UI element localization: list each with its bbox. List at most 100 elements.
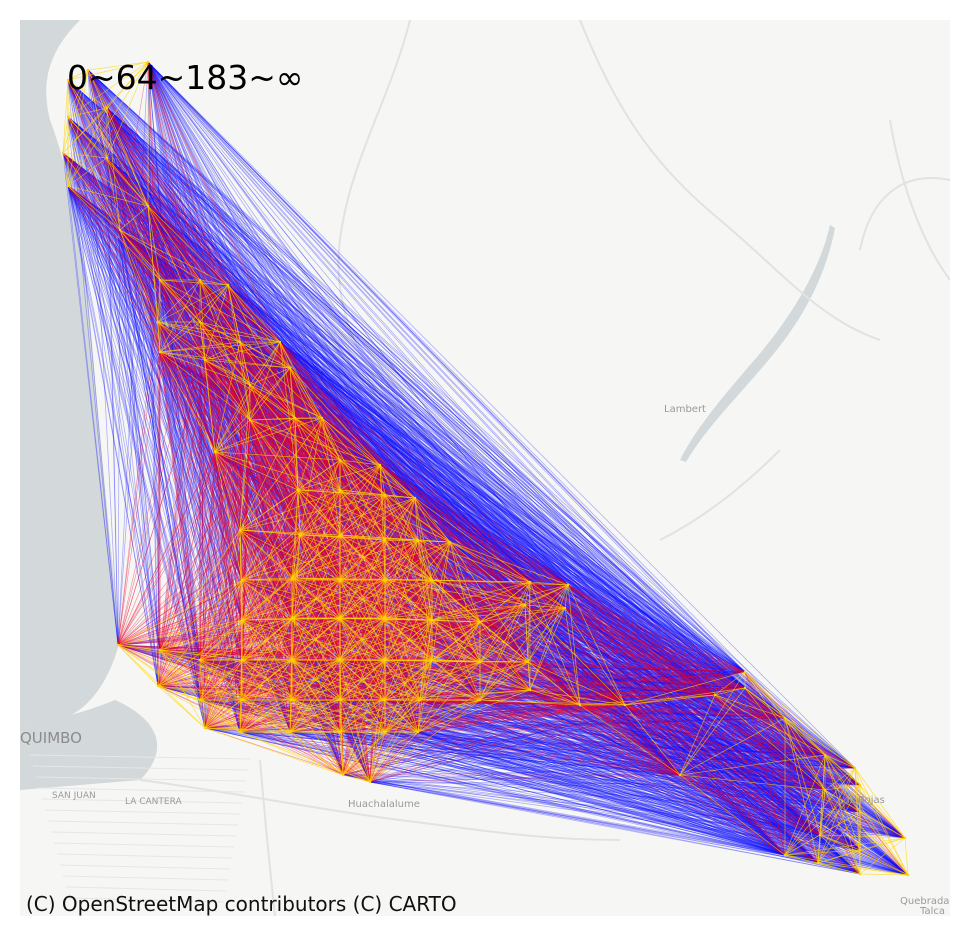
flow-line xyxy=(417,731,856,769)
flow-line xyxy=(106,157,291,733)
flow-line xyxy=(159,279,293,619)
flow-line xyxy=(239,341,569,586)
flow-line xyxy=(159,351,386,733)
flow-line xyxy=(239,341,341,491)
flow-line xyxy=(279,341,451,543)
city-street xyxy=(59,864,231,870)
flow-line xyxy=(67,185,529,663)
flow-line xyxy=(147,61,381,466)
flow-line xyxy=(239,341,861,786)
flow-line xyxy=(431,619,861,851)
flow-line xyxy=(106,157,386,701)
flow-line xyxy=(159,279,201,661)
flow-line xyxy=(199,321,323,419)
flow-line xyxy=(67,79,241,531)
flow-line xyxy=(106,107,341,536)
flow-line xyxy=(87,69,861,851)
flow-line xyxy=(524,604,861,875)
flow-line xyxy=(119,229,386,541)
flow-line xyxy=(147,61,206,729)
flow-line xyxy=(119,229,216,453)
flow-line xyxy=(564,607,861,851)
flow-line xyxy=(199,489,341,701)
flow-line xyxy=(204,359,291,733)
basemap[interactable]: QUIMBO SAN JUAN LA CANTERA Huachalalume … xyxy=(20,20,950,916)
flow-line xyxy=(117,279,161,646)
flow-line xyxy=(384,659,906,839)
flow-line xyxy=(67,79,416,499)
flow-line xyxy=(67,185,293,619)
flow-line xyxy=(239,341,826,791)
flow-line xyxy=(159,279,821,836)
flow-line xyxy=(279,341,856,769)
flow-line xyxy=(106,157,291,369)
flow-line xyxy=(431,619,856,769)
flow-line xyxy=(241,699,786,719)
flow-line xyxy=(147,61,243,621)
flow-line xyxy=(384,579,861,813)
flow-line xyxy=(239,341,371,783)
flow-line xyxy=(67,79,821,836)
flow-line xyxy=(147,205,526,606)
flow-line xyxy=(384,659,861,813)
flow-line xyxy=(87,69,786,719)
flow-line xyxy=(384,731,819,864)
flow-line xyxy=(449,541,861,851)
flow-line xyxy=(159,649,819,864)
flow-line xyxy=(157,321,291,733)
flow-line xyxy=(564,607,861,875)
flow-line xyxy=(157,321,481,623)
flow-line xyxy=(67,79,819,864)
flow-line xyxy=(147,205,241,531)
flow-line xyxy=(87,69,341,619)
flow-line xyxy=(67,79,299,491)
flow-line xyxy=(279,341,861,851)
flow-line xyxy=(117,494,386,646)
flow-line xyxy=(241,494,386,701)
flow-line xyxy=(147,61,241,733)
flow-line xyxy=(227,284,906,839)
flow-line xyxy=(147,205,159,687)
flow-line xyxy=(199,279,323,419)
flow-line xyxy=(159,279,386,701)
flow-line xyxy=(159,351,243,661)
flow-line xyxy=(339,659,819,864)
flow-line xyxy=(299,534,481,623)
flow-line xyxy=(117,321,201,646)
flow-line xyxy=(479,699,861,813)
flow-node xyxy=(198,278,202,282)
flow-line xyxy=(384,617,856,769)
flow-line xyxy=(239,341,481,701)
flow-line xyxy=(147,205,293,661)
flow-line xyxy=(147,61,786,719)
flow-line xyxy=(369,781,861,813)
flow-line xyxy=(62,152,229,286)
flow-line xyxy=(147,61,909,876)
flow-line xyxy=(384,494,819,864)
flow-line xyxy=(67,79,206,729)
flow-line xyxy=(379,464,786,856)
flow-line xyxy=(227,284,566,609)
flow-node xyxy=(158,350,162,354)
flow-line xyxy=(119,229,386,496)
flow-line xyxy=(384,579,821,836)
flow-line xyxy=(291,494,386,701)
flow-line xyxy=(199,279,569,586)
flow-node xyxy=(383,578,387,582)
flow-line xyxy=(62,152,301,536)
flow-line xyxy=(147,61,201,701)
flow-line xyxy=(67,79,159,323)
flow-line xyxy=(227,284,526,606)
flow-line xyxy=(117,489,299,646)
flow-line xyxy=(119,229,341,461)
flow-node xyxy=(383,493,387,497)
flow-line xyxy=(159,351,746,689)
flow-line xyxy=(147,61,344,776)
flow-line xyxy=(106,107,241,531)
flow-line xyxy=(62,152,626,706)
flow-node xyxy=(338,488,342,492)
roads xyxy=(139,20,950,916)
flow-line xyxy=(214,451,526,606)
flow-line xyxy=(289,367,293,579)
flow-line xyxy=(241,459,341,581)
